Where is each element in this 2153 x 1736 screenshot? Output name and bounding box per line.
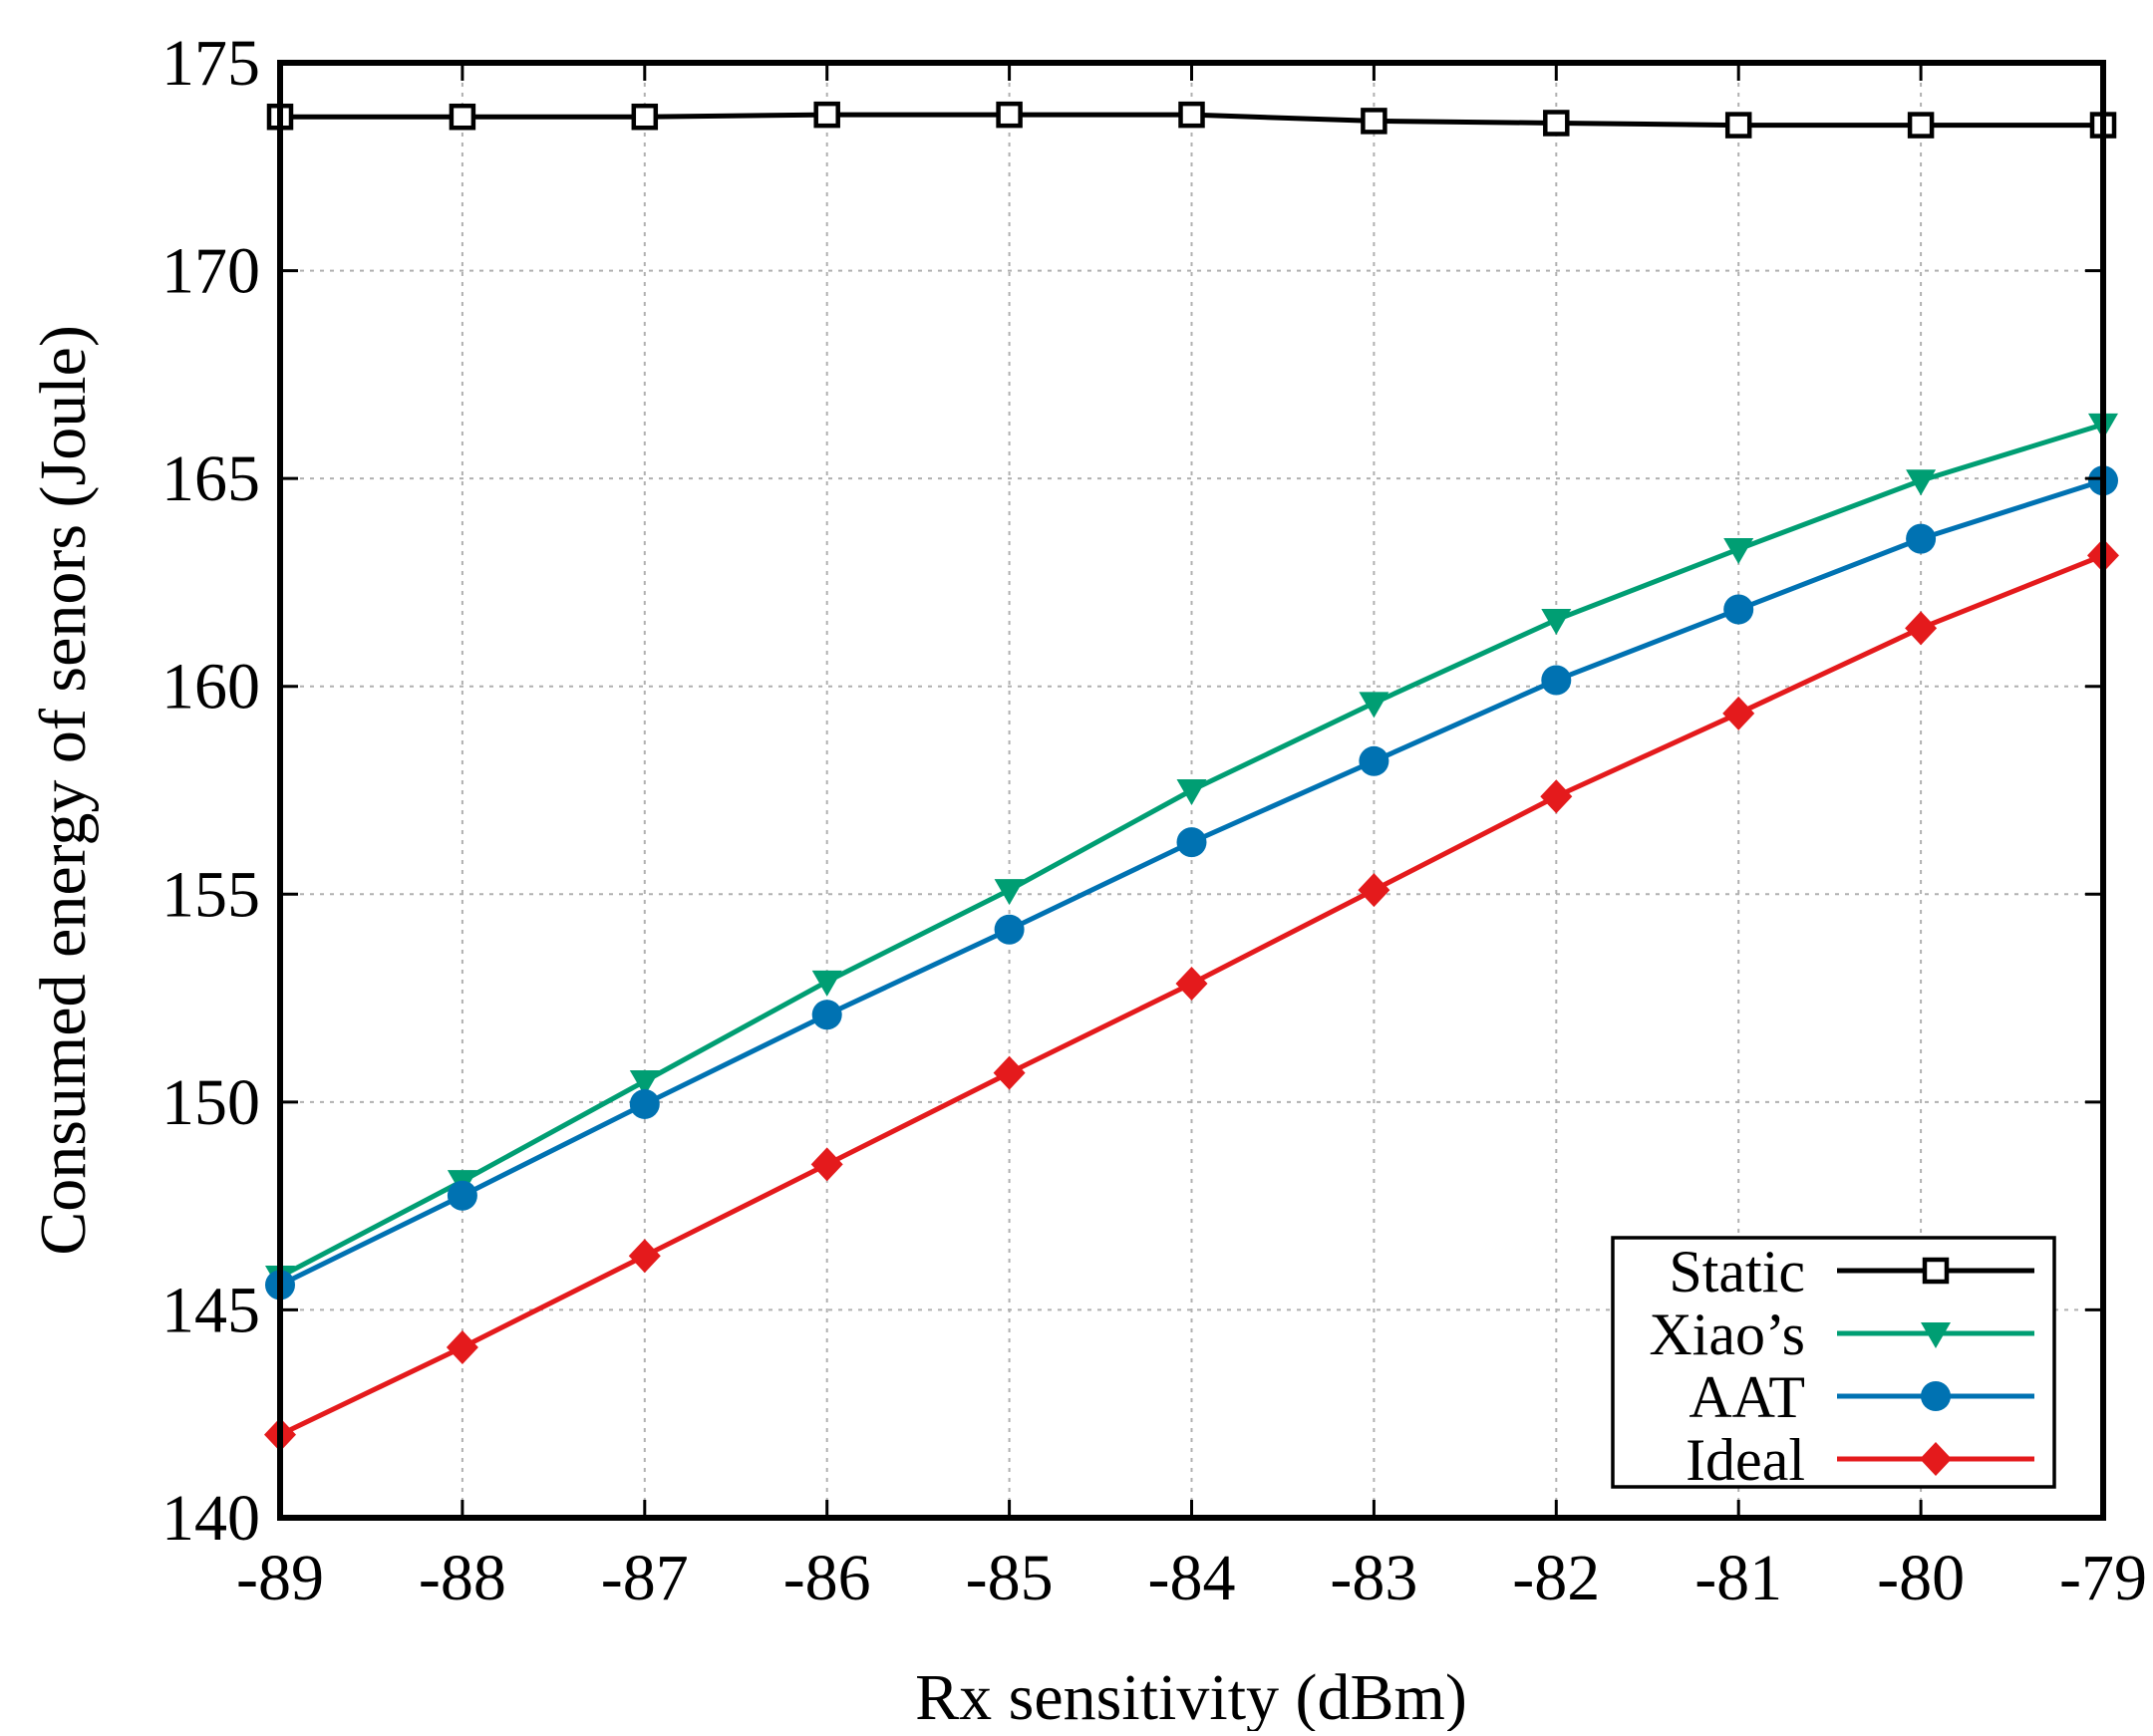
data-point-ideal [1358, 873, 1390, 908]
data-point-ideal [993, 1055, 1026, 1090]
x-tick-label: -81 [1694, 1542, 1782, 1614]
legend-marker-xiaos [1921, 1322, 1951, 1348]
legend-label-static: Static [1669, 1239, 1805, 1304]
y-tick-label: 145 [161, 1274, 260, 1346]
legend-label-xiaos: Xiao’s [1649, 1302, 1805, 1367]
data-point-aat [994, 914, 1025, 945]
data-point-ideal [628, 1239, 661, 1274]
legend-marker-aat [1921, 1381, 1951, 1411]
data-point-xiaos [629, 1070, 660, 1096]
data-point-aat [1906, 523, 1937, 554]
data-point-xiaos [1906, 469, 1937, 496]
x-axis-title: Rx sensitivity (dBm) [915, 1661, 1467, 1731]
data-point-static [1907, 112, 1935, 139]
legend-marker-ideal [1920, 1442, 1952, 1476]
data-point-static [1361, 108, 1387, 135]
x-tick-label: -87 [601, 1542, 689, 1614]
x-tick-label: -86 [783, 1542, 871, 1614]
data-point-aat [1723, 594, 1754, 625]
y-tick-label: 165 [161, 442, 260, 515]
data-point-static [1543, 110, 1570, 137]
y-tick-label: 160 [161, 651, 260, 723]
data-point-xiaos [1723, 538, 1754, 565]
legend-label-aat: AAT [1689, 1364, 1805, 1430]
data-point-ideal [1175, 966, 1208, 1001]
x-tick-label: -85 [966, 1542, 1054, 1614]
y-tick-label: 170 [161, 235, 260, 308]
data-point-ideal [1905, 611, 1938, 646]
x-tick-label: -79 [2059, 1542, 2147, 1614]
data-point-static [1178, 101, 1205, 129]
data-point-aat [629, 1088, 660, 1119]
ticks-layer: 140 145 150 155 160 165 170 175 -89 -88 -87 -86 -85 -… [161, 27, 2147, 1614]
series-layer [264, 101, 2119, 1452]
x-tick-label: -80 [1877, 1542, 1965, 1614]
data-point-static [449, 103, 476, 131]
data-point-aat [1176, 827, 1207, 858]
legend-marker-static [1922, 1257, 1950, 1285]
data-point-xiaos [994, 879, 1025, 906]
data-point-static [631, 103, 659, 131]
x-tick-label: -88 [419, 1542, 506, 1614]
data-point-aat [811, 1000, 842, 1030]
y-tick-label: 140 [161, 1482, 260, 1555]
series-aat [265, 465, 2118, 1301]
data-point-aat [1359, 745, 1389, 776]
data-point-static [1724, 112, 1752, 139]
series-static [266, 101, 2117, 139]
legend-box [1611, 1236, 2056, 1489]
data-point-static [813, 101, 840, 129]
y-tick-label: 175 [161, 27, 260, 100]
data-point-aat [1541, 665, 1572, 696]
data-point-ideal [1540, 779, 1573, 814]
data-point-xiaos [1359, 692, 1389, 719]
x-tick-label: -84 [1148, 1542, 1236, 1614]
x-tick-label: -83 [1330, 1542, 1417, 1614]
data-point-xiaos [1176, 779, 1207, 805]
legend-label-ideal: Ideal [1686, 1427, 1805, 1493]
data-point-ideal [1722, 696, 1755, 730]
y-tick-label: 155 [161, 858, 260, 931]
y-axis-title: Consumed energy of senors (Joule) [27, 325, 100, 1256]
x-tick-label: -89 [236, 1542, 324, 1614]
data-point-aat [447, 1180, 477, 1211]
data-point-xiaos [811, 970, 842, 997]
data-point-static [996, 101, 1023, 129]
data-point-ideal [810, 1147, 843, 1182]
data-point-ideal [446, 1329, 478, 1364]
data-point-xiaos [1541, 608, 1572, 635]
x-tick-label: -82 [1512, 1542, 1600, 1614]
y-tick-label: 150 [161, 1066, 260, 1139]
